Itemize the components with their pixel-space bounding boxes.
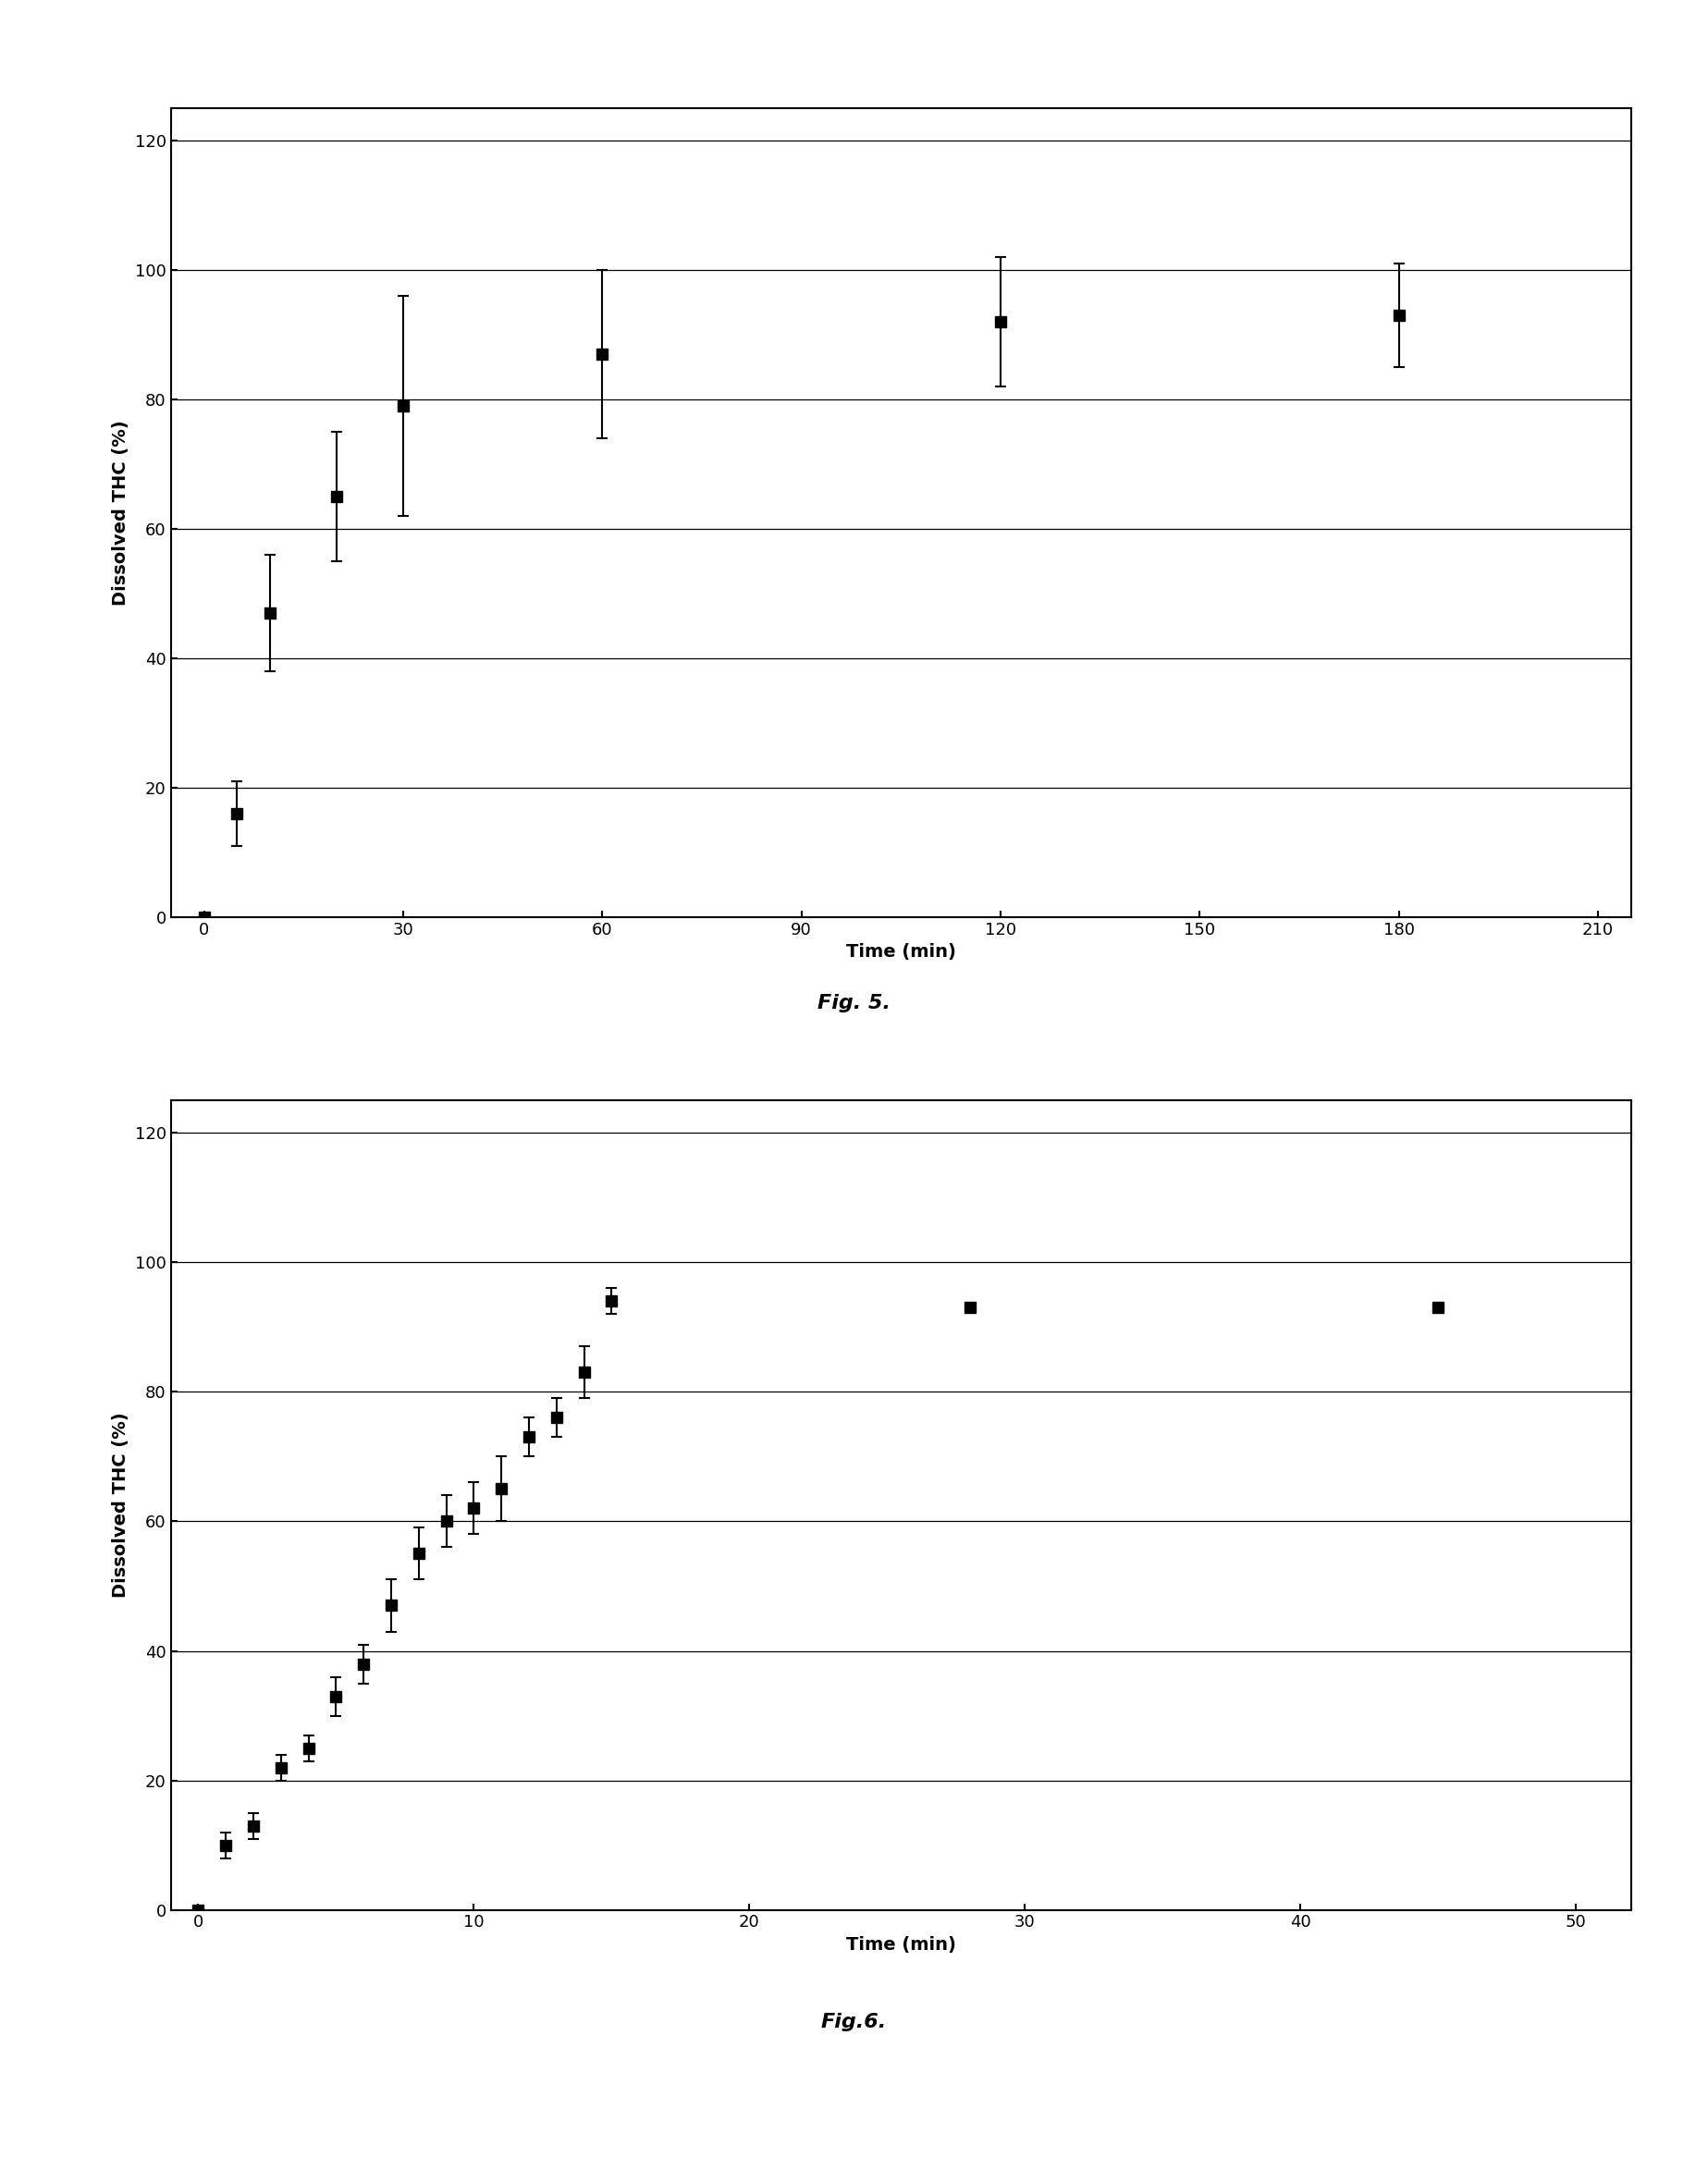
X-axis label: Time (min): Time (min)	[845, 943, 956, 960]
X-axis label: Time (min): Time (min)	[845, 1936, 956, 1953]
Y-axis label: Dissolved THC (%): Dissolved THC (%)	[113, 1413, 130, 1597]
Text: Fig.6.: Fig.6.	[822, 2013, 886, 2031]
Text: Fig. 5.: Fig. 5.	[818, 995, 890, 1012]
Y-axis label: Dissolved THC (%): Dissolved THC (%)	[113, 421, 130, 604]
